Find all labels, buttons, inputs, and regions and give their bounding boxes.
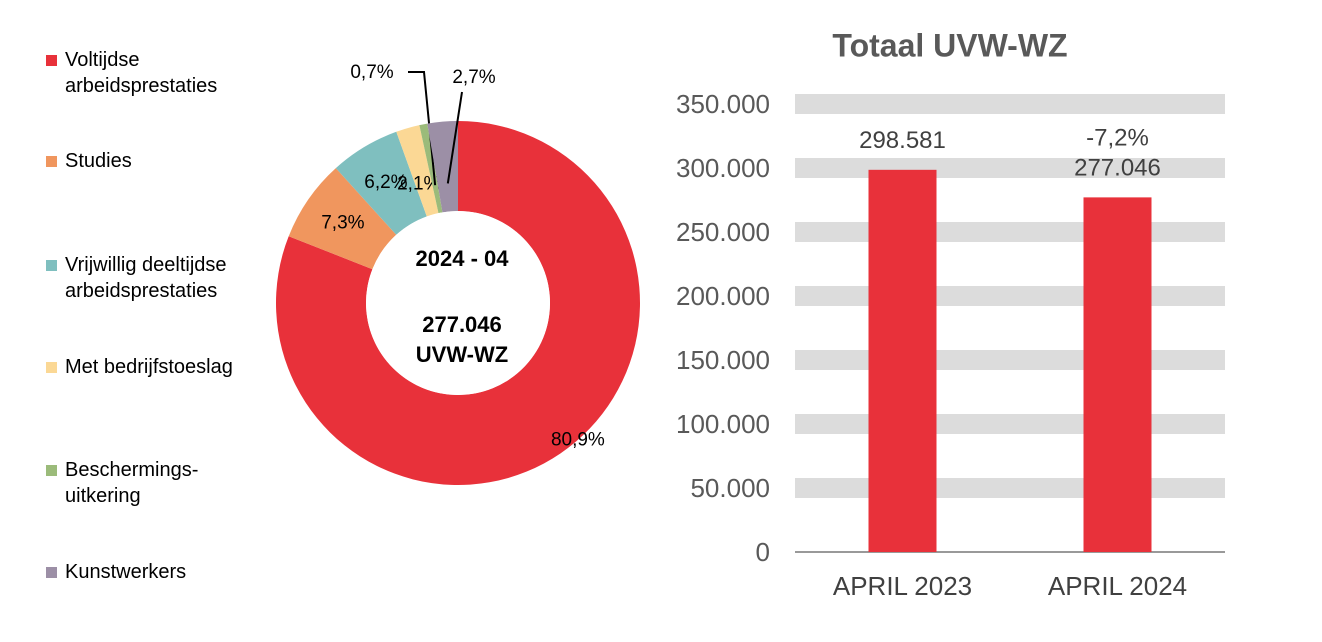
legend-swatch [46,465,57,476]
data-label: 6,2% [364,172,407,193]
legend-label: Vrijwillig deeltijdse arbeidsprestaties [65,254,227,302]
bar [1083,197,1152,553]
data-label: 7,3% [321,212,364,233]
legend-label: Kunstwerkers [65,561,187,583]
slice [288,168,397,270]
data-label: 2,7% [452,67,495,88]
legend-entry: Kunstwerkers [46,559,261,585]
slice [335,131,427,235]
slice [396,125,439,217]
center-text: 277.046 [422,312,502,337]
y-tick-label: 100.000 [676,409,770,439]
data-label: 0,7% [350,62,393,83]
legend-swatch [46,362,57,373]
data-label: 80,9% [551,429,605,450]
legend-swatch [46,260,57,271]
legend-swatch [46,567,57,578]
legend-entry: Met bedrijfstoeslag [46,354,261,380]
data-label: 2,1% [397,174,440,195]
center-text: 2024 - 04 [416,246,510,271]
y-tick-label: 50.000 [690,473,770,503]
legend-swatch [46,156,57,167]
data-label: 277.046 [1074,155,1161,182]
center-text: UVW-WZ [416,342,508,367]
slice [275,121,641,486]
legend-swatch [46,55,57,66]
chart-title: Totaal UVW-WZ [832,27,1067,63]
y-tick-label: 250.000 [676,217,770,247]
x-tick-label: APRIL 2024 [1048,571,1187,601]
leader-line [446,91,463,184]
legend-entry: Beschermings-uitkering [46,457,261,509]
legend-entry: Vrijwillig deeltijdse arbeidsprestaties [46,252,261,304]
bar [868,169,937,552]
legend-label: Met bedrijfstoeslag [65,356,233,378]
legend-label: Voltijdse arbeidsprestaties [65,49,218,97]
y-tick-label: 0 [756,537,770,567]
annotation: -7,2% [1086,125,1149,152]
legend-entry: Voltijdse arbeidsprestaties [46,47,261,99]
y-tick-label: 200.000 [676,281,770,311]
x-tick-label: APRIL 2023 [833,571,972,601]
legend-entry: Studies [46,148,261,174]
y-tick-label: 300.000 [676,153,770,183]
y-tick-label: 150.000 [676,345,770,375]
slice [427,121,458,213]
data-label: 298.581 [859,127,946,154]
legend-label: Studies [65,150,132,172]
donut-hole [366,211,550,395]
slice [419,123,443,214]
legend-label: Beschermings-uitkering [65,459,199,507]
y-tick-label: 350.000 [676,89,770,119]
